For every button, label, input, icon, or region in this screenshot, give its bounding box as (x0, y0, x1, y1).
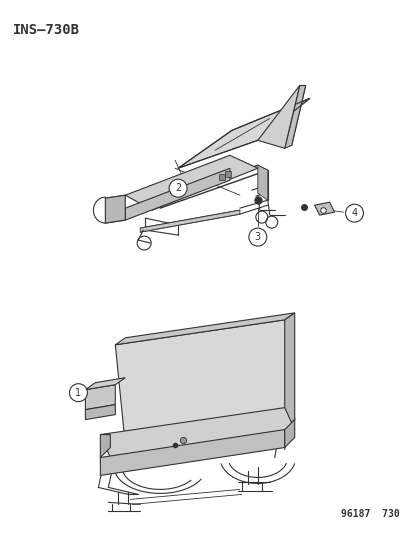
Circle shape (345, 204, 363, 222)
Polygon shape (85, 405, 115, 419)
Polygon shape (125, 155, 257, 210)
Text: 1: 1 (75, 387, 81, 398)
Text: 3: 3 (254, 232, 260, 242)
Polygon shape (115, 313, 294, 345)
Text: 4: 4 (351, 208, 357, 218)
Circle shape (69, 384, 87, 402)
Text: 96187  730: 96187 730 (340, 510, 399, 519)
Polygon shape (257, 85, 299, 148)
Polygon shape (100, 408, 294, 457)
Polygon shape (85, 385, 115, 410)
Circle shape (248, 228, 266, 246)
Polygon shape (100, 430, 284, 475)
Text: 2: 2 (175, 183, 181, 193)
Polygon shape (284, 85, 305, 148)
Polygon shape (105, 195, 125, 223)
Polygon shape (100, 434, 110, 457)
Polygon shape (125, 168, 229, 220)
Text: INS–730B: INS–730B (13, 22, 79, 37)
Polygon shape (284, 419, 294, 448)
Polygon shape (284, 313, 294, 427)
Circle shape (169, 179, 187, 197)
Polygon shape (257, 165, 267, 200)
Polygon shape (140, 210, 239, 232)
Polygon shape (314, 202, 334, 215)
Polygon shape (85, 378, 125, 390)
Polygon shape (178, 99, 309, 168)
Polygon shape (115, 320, 294, 445)
